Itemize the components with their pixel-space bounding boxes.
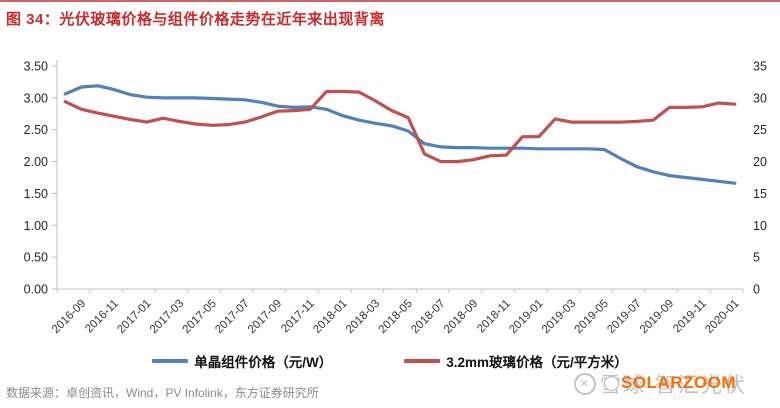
left-axis-tick-label: 3.00 bbox=[24, 91, 48, 105]
x-axis-tick-label: 2017-01 bbox=[115, 298, 153, 336]
right-axis-tick-label: 25 bbox=[753, 123, 767, 137]
left-axis-tick-label: 2.00 bbox=[24, 155, 48, 169]
series-line bbox=[63, 89, 737, 164]
x-axis-tick-label: 2018-01 bbox=[311, 298, 349, 336]
x-axis-tick-label: 2017-09 bbox=[246, 298, 284, 336]
x-axis-tick-label: 2017-03 bbox=[148, 298, 186, 336]
x-axis-tick-label: 2016-11 bbox=[83, 298, 121, 336]
series-line bbox=[63, 84, 737, 185]
x-axis-tick-label: 2018-03 bbox=[344, 298, 382, 336]
right-axis-tick-label: 5 bbox=[753, 251, 760, 265]
x-axis-tick-label: 2018-09 bbox=[442, 298, 480, 336]
solarzoom-mascot-icon bbox=[604, 375, 619, 391]
x-axis-tick-label: 2020-01 bbox=[703, 298, 741, 336]
x-axis-tick-label: 2019-09 bbox=[638, 298, 676, 336]
right-axis-tick-label: 20 bbox=[753, 155, 767, 169]
top-rule bbox=[0, 0, 780, 2]
x-axis-tick-label: 2017-07 bbox=[213, 298, 251, 336]
x-axis-tick-label: 2018-05 bbox=[377, 298, 415, 336]
x-axis-tick-label: 2017-05 bbox=[181, 298, 219, 336]
legend-label: 3.2mm玻璃价格（元/平方米） bbox=[446, 355, 628, 370]
dual-axis-line-chart: 0.00 0.50 1.00 1.50 2.00 2.50 3.00 3.50 0 5 10 15 20… bbox=[24, 60, 767, 336]
left-axis-tick-label: 1.00 bbox=[24, 219, 48, 233]
left-axis-tick-label: 0.00 bbox=[24, 283, 48, 297]
left-axis-tick-label: 3.50 bbox=[24, 60, 48, 74]
x-axis-tick-label: 2019-05 bbox=[573, 298, 611, 336]
x-axis-tick-label: 2018-11 bbox=[475, 298, 513, 336]
x-axis-tick-label: 2019-03 bbox=[540, 298, 578, 336]
xueqiu-logo-icon: ✕ bbox=[574, 373, 596, 395]
right-axis-tick-label: 15 bbox=[753, 187, 767, 201]
right-axis-tick-label: 30 bbox=[753, 91, 767, 105]
figure-title: 图 34：光伏玻璃价格与组件价格走势在近年来出现背离 bbox=[6, 11, 385, 28]
right-axis-tick-label: 0 bbox=[753, 283, 760, 297]
left-axis-tick-label: 0.50 bbox=[24, 251, 48, 265]
legend-line-swatch bbox=[404, 359, 441, 363]
xueqiu-watermark-text: 雪球·智汇光伏 bbox=[600, 374, 747, 397]
x-axis-tick-label: 2018-07 bbox=[409, 298, 447, 336]
solarzoom-watermark: SOLARZOOM bbox=[604, 373, 736, 393]
x-axis-tick-label: 2017-11 bbox=[279, 298, 317, 336]
x-axis-tick-label: 2016-09 bbox=[50, 298, 88, 336]
legend-line-swatch bbox=[152, 359, 189, 363]
xueqiu-watermark: ✕ 雪球·智汇光伏 bbox=[574, 369, 747, 399]
right-axis-tick-label: 35 bbox=[753, 60, 767, 74]
legend-label: 单晶组件价格（元/W） bbox=[194, 355, 333, 370]
right-axis-tick-label: 10 bbox=[753, 219, 767, 233]
legend-item: 单晶组件价格（元/W） bbox=[152, 351, 332, 371]
solarzoom-watermark-text: SOLARZOOM bbox=[621, 373, 736, 392]
x-axis-tick-label: 2019-07 bbox=[605, 298, 643, 336]
left-axis-tick-label: 2.50 bbox=[24, 123, 48, 137]
data-source-note: 数据来源：卓创资讯，Wind，PV Infolink，东方证券研究所 bbox=[6, 386, 319, 400]
legend-item: 3.2mm玻璃价格（元/平方米） bbox=[404, 351, 628, 371]
chart-legend: 单晶组件价格（元/W） 3.2mm玻璃价格（元/平方米） bbox=[0, 351, 780, 371]
x-axis-tick-label: 2019-11 bbox=[671, 298, 709, 336]
left-axis-tick-label: 1.50 bbox=[24, 187, 48, 201]
x-axis-tick-label: 2019-01 bbox=[507, 298, 545, 336]
